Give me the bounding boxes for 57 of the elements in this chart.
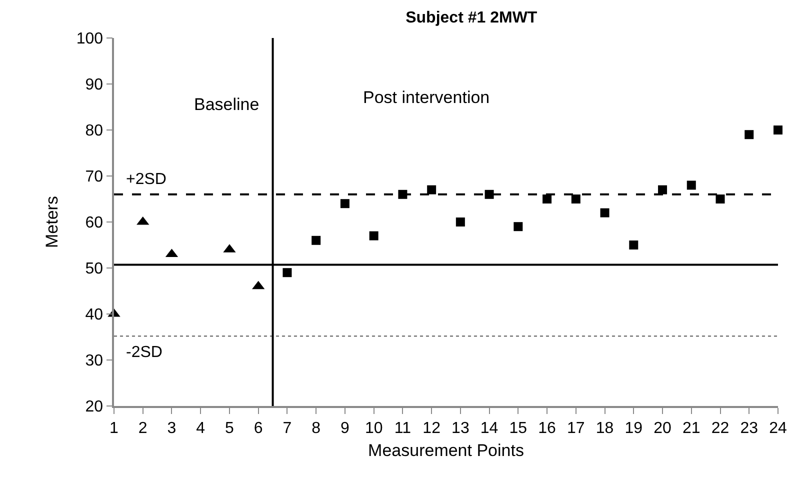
y-tick-label: 100: [76, 30, 104, 48]
x-tick-label: 9: [340, 420, 350, 437]
x-axis-title: Measurement Points: [368, 440, 524, 460]
annotation: Post intervention: [363, 88, 490, 107]
point: [686, 180, 696, 190]
x-tick-label: 8: [312, 420, 321, 437]
x-tick-label: 12: [422, 420, 441, 437]
x-tick-label: 21: [682, 420, 700, 437]
x-tick-label: 4: [196, 420, 206, 437]
x-tick-label: 15: [509, 420, 528, 437]
x-tick-label: 11: [394, 420, 412, 437]
y-tick-label: 90: [85, 76, 104, 94]
y-tick-label: 50: [85, 260, 104, 278]
point: [369, 231, 378, 240]
y-axis-title: Meters: [42, 196, 62, 248]
x-tick-label: 7: [282, 420, 292, 437]
x-tick-label: 10: [364, 420, 383, 437]
x-tick-label: 16: [538, 420, 556, 437]
y-tick-label: 40: [85, 306, 104, 324]
chart-title: Subject #1 2MWT: [406, 10, 538, 27]
point: [658, 185, 668, 194]
point: [282, 268, 292, 278]
y-tick-label: 60: [85, 214, 104, 232]
point: [542, 194, 552, 204]
x-tick-label: 6: [254, 420, 263, 437]
x-tick-label: 5: [225, 420, 234, 437]
y-tick-label: 70: [85, 168, 104, 186]
x-tick-label: 23: [740, 420, 758, 437]
ref-line-label: -2SD: [126, 344, 162, 361]
point: [600, 208, 610, 218]
point: [514, 222, 523, 232]
x-tick-label: 20: [654, 420, 672, 437]
y-tick-label: 20: [85, 398, 104, 416]
annotation: Baseline: [194, 95, 260, 114]
y-tick-label: 30: [85, 352, 104, 370]
x-tick-label: 19: [624, 420, 643, 437]
x-tick-label: 17: [567, 420, 585, 437]
x-tick-label: 13: [452, 420, 470, 437]
point: [340, 199, 350, 208]
point: [456, 218, 465, 226]
x-tick-label: 24: [769, 420, 787, 437]
point: [716, 194, 725, 204]
x-tick-label: 22: [711, 420, 730, 437]
point: [571, 194, 580, 204]
point: [427, 185, 436, 194]
x-tick-label: 2: [138, 420, 148, 437]
ref-line-label: +2SD: [126, 171, 166, 188]
x-tick-label: 3: [167, 420, 176, 437]
y-tick-label: 80: [85, 122, 104, 140]
x-tick-label: 14: [480, 420, 498, 437]
point: [312, 236, 321, 245]
point: [629, 240, 638, 250]
point: [744, 130, 754, 140]
x-tick-label: 18: [596, 420, 614, 437]
point: [774, 126, 782, 134]
point: [484, 190, 494, 199]
x-tick-label: 1: [110, 420, 119, 437]
